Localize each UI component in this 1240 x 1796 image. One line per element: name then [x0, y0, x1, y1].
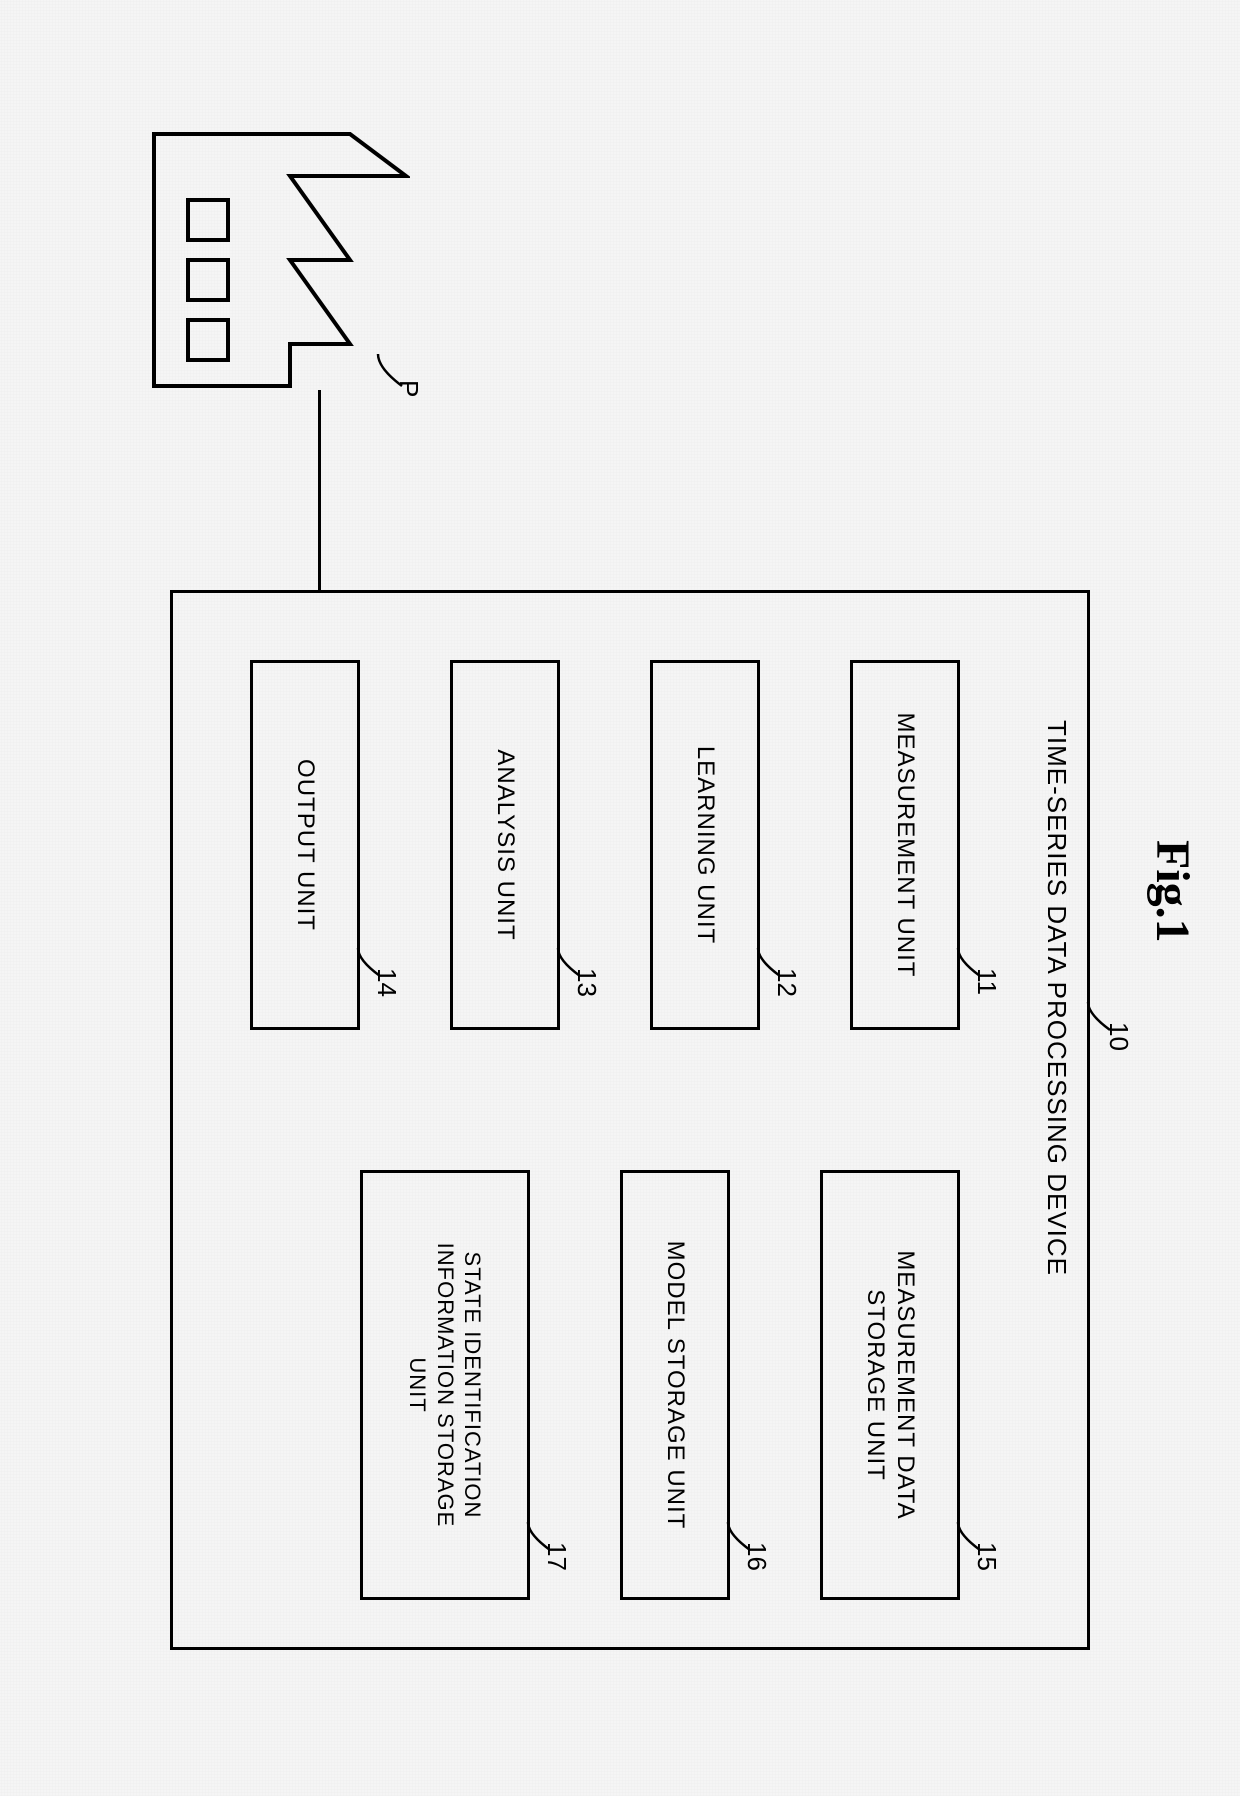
measurement-data-storage-box: MEASUREMENT DATA STORAGE UNIT [820, 1170, 960, 1600]
measurement-unit-box: MEASUREMENT UNIT [850, 660, 960, 1030]
measurement-unit-label: MEASUREMENT UNIT [890, 713, 920, 978]
model-storage-box: MODEL STORAGE UNIT [620, 1170, 730, 1600]
leader-factory [376, 352, 404, 396]
output-unit-label: OUTPUT UNIT [290, 759, 320, 931]
analysis-unit-box: ANALYSIS UNIT [450, 660, 560, 1030]
learning-unit-label: LEARNING UNIT [690, 746, 720, 944]
device-title: TIME-SERIES DATA PROCESSING DEVICE [1041, 720, 1072, 1276]
figure-title: Fig.1 [1145, 840, 1200, 943]
connector-line [318, 390, 321, 590]
measurement-data-storage-label: MEASUREMENT DATA STORAGE UNIT [860, 1250, 920, 1519]
learning-unit-box: LEARNING UNIT [650, 660, 760, 1030]
analysis-unit-label: ANALYSIS UNIT [490, 749, 520, 940]
model-storage-label: MODEL STORAGE UNIT [660, 1241, 690, 1530]
diagram-stage: Fig.1 10 TIME-SERIES DATA PROCESSING DEV… [0, 0, 1240, 1796]
state-id-storage-box: STATE IDENTIFICATION INFORMATION STORAGE… [360, 1170, 530, 1600]
state-id-storage-label: STATE IDENTIFICATION INFORMATION STORAGE… [404, 1243, 487, 1528]
output-unit-box: OUTPUT UNIT [250, 660, 360, 1030]
factory-icon [150, 130, 410, 390]
